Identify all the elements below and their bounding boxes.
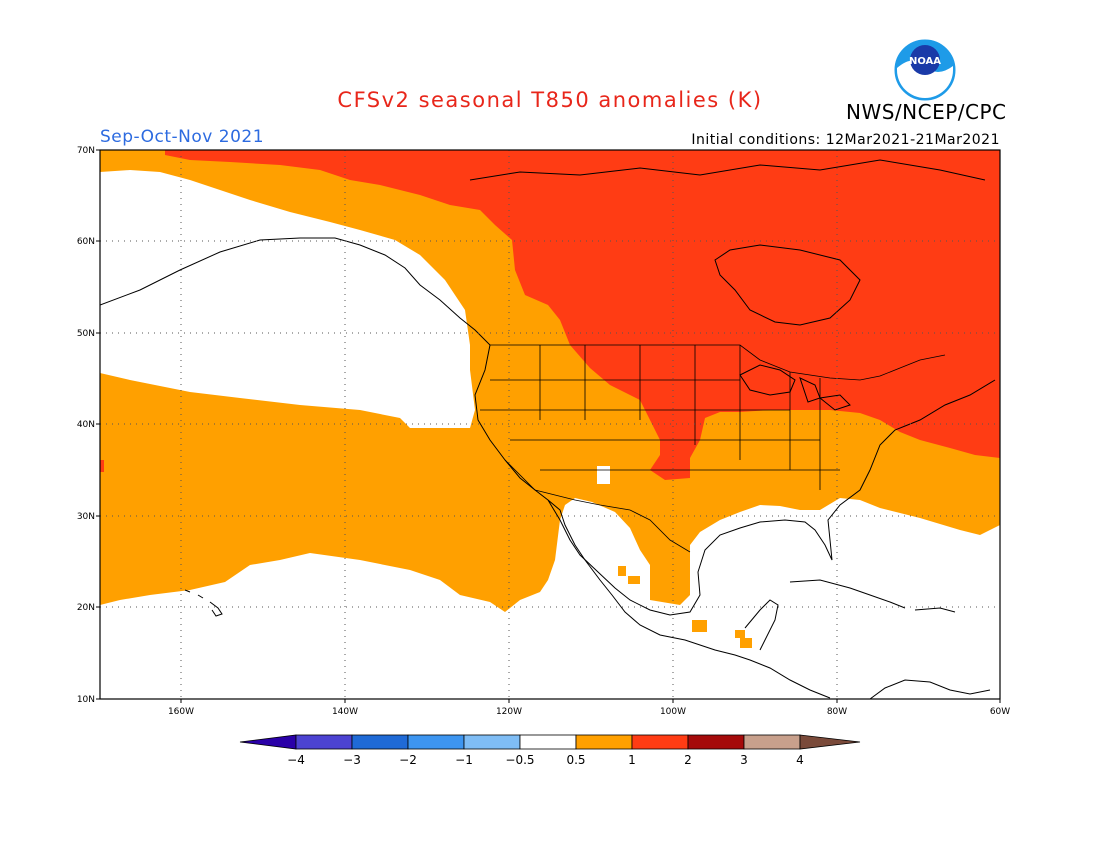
hudson-bay [714,244,861,326]
initial-conditions-label: Initial conditions: 12Mar2021-21Mar2021 [691,132,1000,148]
agency-label: NWS/NCEP/CPC [846,100,1007,124]
colorbar-cell [631,734,689,750]
gulf-coast [547,379,996,616]
colorbar [239,734,861,750]
arctic-islands [469,159,986,181]
colorbar-cell [295,734,353,750]
colorbar-cell [463,734,521,750]
yucatan-coast [744,599,779,651]
graticule [100,150,1000,699]
colorbar-label: 3 [740,753,748,767]
colorbar-cell [239,734,297,750]
colorbar-label: −2 [399,753,417,767]
colorbar-labels: −4 −3 −2 −1 −0.5 0.5 1 2 3 4 [287,753,804,767]
north-america-coastline [100,237,831,699]
lat-label: 30N [77,512,95,522]
lat-label: 70N [77,146,95,156]
political-borders [480,344,946,553]
noaa-logo-icon: NOAA [893,38,957,102]
lon-label: 60W [990,707,1010,717]
us-mexico-border [504,459,691,553]
longitude-labels: 160W 140W 120W 100W 80W 60W [168,707,1010,717]
colorbar-cell [743,734,801,750]
hispaniola-coast [914,607,956,613]
us-canada-border [490,344,946,381]
south-america-coast [869,679,991,699]
lon-label: 100W [660,707,686,717]
lat-label: 60N [77,237,95,247]
near-normal-pocket [597,466,610,484]
lon-label: 160W [168,707,194,717]
hawaii-islands [184,589,223,617]
latitude-labels: 70N 60N 50N 40N 30N 20N 10N [77,146,95,705]
svg-text:NOAA: NOAA [909,56,941,67]
colorbar-cell [519,734,577,750]
season-label: Sep-Oct-Nov 2021 [100,127,265,147]
colorbar-label: −3 [343,753,361,767]
chart-title: CFSv2 seasonal T850 anomalies (K) [337,88,763,112]
colorbar-label: 2 [684,753,692,767]
lon-label: 120W [496,707,522,717]
colorbar-cell [687,734,745,750]
lat-label: 10N [77,695,95,705]
colorbar-label: −4 [287,753,305,767]
lon-label: 140W [332,707,358,717]
lat-label: 50N [77,329,95,339]
colorbar-label: 0.5 [566,753,585,767]
colorbar-label: 4 [796,753,804,767]
colorbar-label: 1 [628,753,636,767]
colorbar-label: −0.5 [505,753,534,767]
lon-label: 80W [827,707,847,717]
colorbar-cell [575,734,633,750]
colorbar-cell [407,734,465,750]
lat-label: 20N [77,603,95,613]
cuba-coast [789,579,906,609]
colorbar-cell [351,734,409,750]
anomaly-region-1-to-2 [165,150,1000,480]
colorbar-cell [799,734,861,750]
colorbar-label: −1 [455,753,473,767]
lat-label: 40N [77,420,95,430]
coastlines [100,159,996,699]
